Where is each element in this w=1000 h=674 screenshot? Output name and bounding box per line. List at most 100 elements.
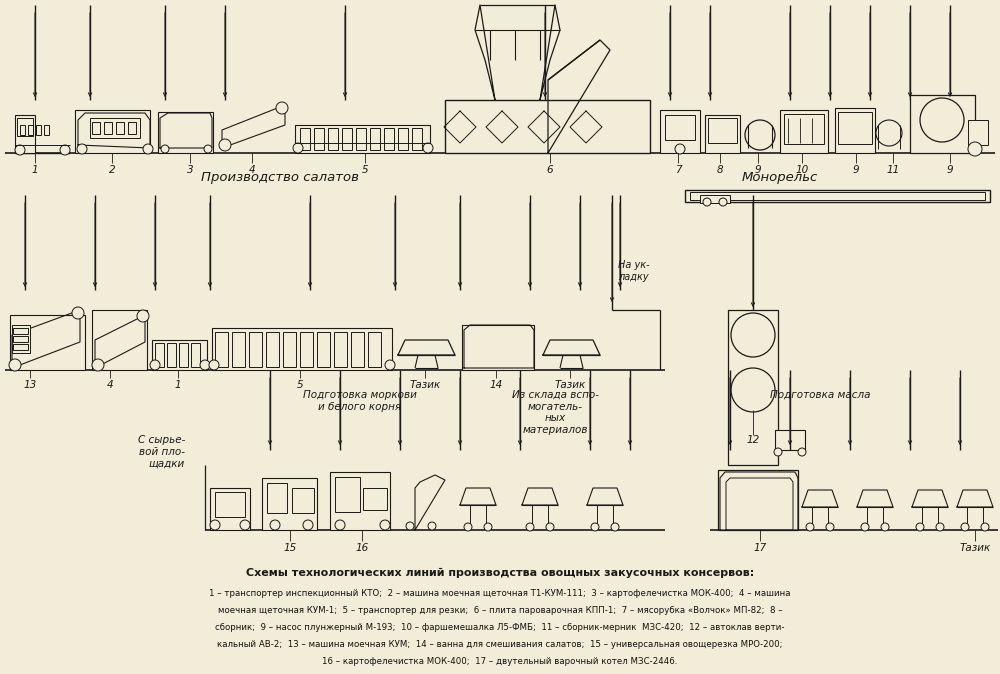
- Bar: [17, 118, 33, 136]
- Text: 14: 14: [489, 380, 503, 390]
- Bar: [283, 332, 296, 367]
- Circle shape: [92, 359, 104, 371]
- Circle shape: [150, 360, 160, 370]
- Circle shape: [137, 310, 149, 322]
- Text: 10: 10: [795, 165, 809, 175]
- Bar: [210, 488, 250, 530]
- Text: Схемы технологических линий производства овощных закусочных консервов:: Схемы технологических линий производства…: [246, 568, 754, 578]
- Text: Монорельс: Монорельс: [742, 171, 818, 185]
- Bar: [665, 115, 695, 140]
- Circle shape: [806, 523, 814, 531]
- Bar: [92, 122, 100, 134]
- Text: Тазик: Тазик: [409, 380, 441, 390]
- Text: Из склада вспо-
могатель-
ных
материалов: Из склада вспо- могатель- ных материалов: [512, 390, 598, 435]
- Bar: [330, 472, 390, 530]
- Circle shape: [276, 102, 288, 114]
- Text: моечная щеточная КУМ-1;  5 – транспортер для резки;  6 – плита пароварочная КПП-: моечная щеточная КУМ-1; 5 – транспортер …: [218, 606, 782, 615]
- Circle shape: [200, 360, 210, 370]
- Bar: [363, 488, 387, 510]
- Text: На ук-
ладку: На ук- ладку: [618, 260, 650, 282]
- Circle shape: [15, 145, 25, 155]
- Circle shape: [77, 144, 87, 154]
- Circle shape: [464, 523, 472, 531]
- Bar: [36, 125, 41, 135]
- Text: 16: 16: [355, 543, 369, 553]
- Bar: [12, 325, 30, 353]
- Bar: [910, 95, 975, 153]
- Bar: [266, 332, 279, 367]
- Circle shape: [916, 523, 924, 531]
- Bar: [191, 343, 200, 367]
- Circle shape: [380, 520, 390, 530]
- Bar: [232, 332, 245, 367]
- Circle shape: [968, 142, 982, 156]
- Circle shape: [731, 368, 775, 412]
- Text: 11: 11: [886, 165, 900, 175]
- Bar: [300, 128, 310, 150]
- Bar: [368, 332, 381, 367]
- Circle shape: [936, 523, 944, 531]
- Bar: [384, 128, 394, 150]
- Bar: [728, 310, 778, 465]
- Bar: [212, 328, 392, 370]
- Bar: [328, 128, 338, 150]
- Circle shape: [60, 145, 70, 155]
- Circle shape: [385, 360, 395, 370]
- Text: 3: 3: [187, 165, 193, 175]
- Text: Тазик: Тазик: [554, 380, 586, 390]
- Bar: [342, 128, 352, 150]
- Text: 13: 13: [23, 380, 37, 390]
- Circle shape: [881, 523, 889, 531]
- Bar: [370, 128, 380, 150]
- Bar: [10, 315, 85, 370]
- Bar: [215, 492, 245, 517]
- Text: 9: 9: [947, 165, 953, 175]
- Text: 15: 15: [283, 543, 297, 553]
- Circle shape: [270, 520, 280, 530]
- Circle shape: [204, 145, 212, 153]
- Bar: [267, 483, 287, 513]
- Text: 7: 7: [675, 165, 681, 175]
- Circle shape: [143, 144, 153, 154]
- Circle shape: [161, 145, 169, 153]
- Text: 5: 5: [362, 165, 368, 175]
- Bar: [705, 115, 740, 153]
- Circle shape: [303, 520, 313, 530]
- Text: 9: 9: [755, 165, 761, 175]
- Text: 8: 8: [717, 165, 723, 175]
- Circle shape: [774, 448, 782, 456]
- Circle shape: [719, 198, 727, 206]
- Circle shape: [920, 98, 964, 142]
- Circle shape: [731, 313, 775, 357]
- Bar: [13, 336, 28, 342]
- Text: 17: 17: [753, 543, 767, 553]
- Bar: [155, 343, 164, 367]
- Text: С сырье-
вой пло-
щадки: С сырье- вой пло- щадки: [138, 435, 185, 468]
- Text: 9: 9: [853, 165, 859, 175]
- Bar: [685, 190, 990, 202]
- Bar: [15, 115, 35, 153]
- Bar: [462, 325, 534, 370]
- Text: 4: 4: [249, 165, 255, 175]
- Text: Подготовка масла: Подготовка масла: [770, 390, 870, 400]
- Circle shape: [745, 120, 775, 150]
- Bar: [13, 344, 28, 350]
- Circle shape: [826, 523, 834, 531]
- Text: 2: 2: [109, 165, 115, 175]
- Text: сборник;  9 – насос плунжерный М-193;  10 – фаршемешалка Л5-ФМБ;  11 – сборник-м: сборник; 9 – насос плунжерный М-193; 10 …: [215, 623, 785, 632]
- Circle shape: [209, 360, 219, 370]
- Bar: [90, 118, 140, 138]
- Bar: [708, 118, 737, 143]
- Bar: [44, 125, 49, 135]
- Circle shape: [526, 523, 534, 531]
- Bar: [968, 120, 988, 145]
- Bar: [690, 192, 985, 200]
- Circle shape: [546, 523, 554, 531]
- Circle shape: [293, 143, 303, 153]
- Bar: [335, 477, 360, 512]
- Circle shape: [798, 448, 806, 456]
- Bar: [104, 122, 112, 134]
- Text: 6: 6: [547, 165, 553, 175]
- Bar: [128, 122, 136, 134]
- Bar: [13, 328, 28, 334]
